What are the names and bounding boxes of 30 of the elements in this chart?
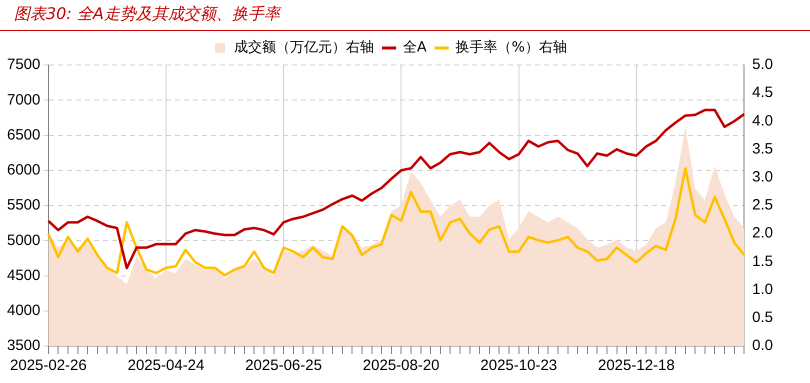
y-tick-label: 4500 bbox=[6, 266, 40, 284]
y-tick-label: 5000 bbox=[6, 232, 40, 249]
y-tick-label: 4000 bbox=[6, 302, 40, 320]
y2-tick-label: 0.0 bbox=[752, 337, 774, 354]
x-tick-label: 2025-06-25 bbox=[245, 357, 322, 374]
y2-tick-label: 3.5 bbox=[752, 140, 774, 158]
y2-tick-label: 3.0 bbox=[752, 168, 774, 186]
y2-tick-label: 1.0 bbox=[752, 280, 774, 298]
y-tick-label: 7500 bbox=[6, 56, 40, 74]
y-tick-label: 6500 bbox=[6, 126, 40, 144]
y2-tick-label: 5.0 bbox=[752, 56, 774, 74]
chart-title: 图表30: 全A走势及其成交额、换手率 bbox=[0, 0, 810, 31]
x-tick-label: 2025-12-18 bbox=[598, 357, 675, 374]
legend-label: 成交额（万亿元）右轴 bbox=[234, 40, 374, 56]
y-tick-label: 3500 bbox=[6, 337, 40, 354]
y2-tick-label: 4.5 bbox=[752, 84, 774, 102]
y-tick-label: 7000 bbox=[6, 91, 40, 108]
y2-tick-label: 2.5 bbox=[752, 196, 774, 214]
x-tick-label: 2025-08-20 bbox=[362, 357, 440, 374]
x-tick-label: 2025-02-26 bbox=[10, 357, 87, 374]
x-tick-label: 2025-04-24 bbox=[128, 357, 204, 374]
y2-tick-label: 4.0 bbox=[752, 112, 774, 130]
y2-tick-label: 1.5 bbox=[752, 252, 774, 270]
y2-tick-label: 2.0 bbox=[752, 224, 774, 242]
legend-label: 全A bbox=[403, 40, 428, 56]
y2-tick-label: 0.5 bbox=[752, 309, 774, 326]
y-tick-label: 6000 bbox=[6, 162, 40, 179]
y-tick-label: 5500 bbox=[6, 196, 40, 214]
x-tick-label: 2025-10-23 bbox=[480, 357, 558, 374]
legend-label: 换手率（%）右轴 bbox=[456, 40, 567, 56]
